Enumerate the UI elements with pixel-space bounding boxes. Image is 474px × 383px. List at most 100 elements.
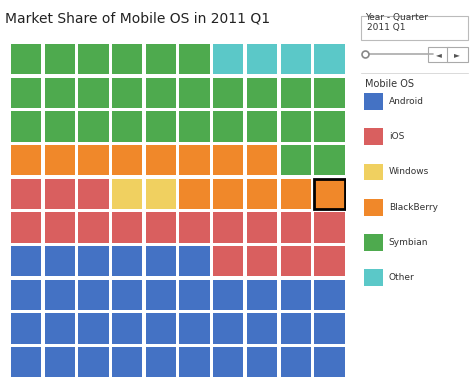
FancyBboxPatch shape [112, 347, 142, 378]
FancyBboxPatch shape [364, 234, 383, 251]
FancyBboxPatch shape [78, 246, 109, 277]
FancyBboxPatch shape [247, 246, 277, 277]
FancyBboxPatch shape [364, 199, 383, 216]
FancyBboxPatch shape [180, 246, 210, 277]
Text: 2011 Q1: 2011 Q1 [367, 23, 406, 32]
FancyBboxPatch shape [78, 212, 109, 243]
FancyBboxPatch shape [281, 246, 311, 277]
FancyBboxPatch shape [213, 44, 244, 74]
FancyBboxPatch shape [213, 313, 244, 344]
FancyBboxPatch shape [146, 280, 176, 310]
FancyBboxPatch shape [247, 347, 277, 378]
FancyBboxPatch shape [112, 145, 142, 175]
FancyBboxPatch shape [364, 128, 383, 145]
FancyBboxPatch shape [11, 212, 41, 243]
Text: Symbian: Symbian [389, 238, 428, 247]
FancyBboxPatch shape [112, 111, 142, 142]
FancyBboxPatch shape [314, 280, 345, 310]
FancyBboxPatch shape [146, 212, 176, 243]
FancyBboxPatch shape [364, 164, 383, 180]
FancyBboxPatch shape [45, 280, 75, 310]
FancyBboxPatch shape [112, 246, 142, 277]
FancyBboxPatch shape [281, 178, 311, 209]
FancyBboxPatch shape [146, 313, 176, 344]
FancyBboxPatch shape [247, 313, 277, 344]
FancyBboxPatch shape [180, 280, 210, 310]
FancyBboxPatch shape [11, 111, 41, 142]
FancyBboxPatch shape [314, 313, 345, 344]
FancyBboxPatch shape [314, 44, 345, 74]
FancyBboxPatch shape [361, 16, 468, 40]
Text: Android: Android [389, 97, 424, 106]
FancyBboxPatch shape [281, 111, 311, 142]
FancyBboxPatch shape [213, 145, 244, 175]
FancyBboxPatch shape [11, 145, 41, 175]
FancyBboxPatch shape [45, 111, 75, 142]
FancyBboxPatch shape [45, 313, 75, 344]
FancyBboxPatch shape [314, 178, 345, 209]
FancyBboxPatch shape [314, 347, 345, 378]
FancyBboxPatch shape [11, 44, 41, 74]
FancyBboxPatch shape [247, 77, 277, 108]
FancyBboxPatch shape [112, 178, 142, 209]
FancyBboxPatch shape [112, 313, 142, 344]
Text: ◄: ◄ [436, 50, 441, 59]
FancyBboxPatch shape [180, 347, 210, 378]
FancyBboxPatch shape [364, 93, 383, 110]
FancyBboxPatch shape [180, 145, 210, 175]
Text: Windows: Windows [389, 167, 429, 177]
FancyBboxPatch shape [180, 44, 210, 74]
Text: iOS: iOS [389, 132, 404, 141]
Text: Market Share of Mobile OS in 2011 Q1: Market Share of Mobile OS in 2011 Q1 [5, 11, 270, 26]
FancyBboxPatch shape [11, 77, 41, 108]
FancyBboxPatch shape [281, 280, 311, 310]
FancyBboxPatch shape [45, 77, 75, 108]
FancyBboxPatch shape [281, 212, 311, 243]
FancyBboxPatch shape [213, 280, 244, 310]
FancyBboxPatch shape [78, 111, 109, 142]
FancyBboxPatch shape [281, 77, 311, 108]
FancyBboxPatch shape [180, 111, 210, 142]
FancyBboxPatch shape [11, 246, 41, 277]
FancyBboxPatch shape [45, 246, 75, 277]
FancyBboxPatch shape [112, 280, 142, 310]
FancyBboxPatch shape [11, 280, 41, 310]
FancyBboxPatch shape [146, 77, 176, 108]
FancyBboxPatch shape [45, 178, 75, 209]
FancyBboxPatch shape [146, 178, 176, 209]
FancyBboxPatch shape [247, 111, 277, 142]
FancyBboxPatch shape [146, 111, 176, 142]
Text: Year - Quarter: Year - Quarter [365, 13, 428, 22]
FancyBboxPatch shape [314, 145, 345, 175]
FancyBboxPatch shape [281, 44, 311, 74]
FancyBboxPatch shape [11, 178, 41, 209]
FancyBboxPatch shape [213, 347, 244, 378]
FancyBboxPatch shape [213, 212, 244, 243]
Text: Mobile OS: Mobile OS [365, 79, 414, 88]
FancyBboxPatch shape [314, 246, 345, 277]
FancyBboxPatch shape [213, 77, 244, 108]
FancyBboxPatch shape [146, 145, 176, 175]
FancyBboxPatch shape [45, 347, 75, 378]
FancyBboxPatch shape [146, 246, 176, 277]
FancyBboxPatch shape [247, 178, 277, 209]
FancyBboxPatch shape [247, 44, 277, 74]
FancyBboxPatch shape [314, 77, 345, 108]
FancyBboxPatch shape [78, 145, 109, 175]
FancyBboxPatch shape [146, 347, 176, 378]
FancyBboxPatch shape [247, 280, 277, 310]
FancyBboxPatch shape [180, 313, 210, 344]
Text: Other: Other [389, 273, 414, 282]
FancyBboxPatch shape [428, 47, 449, 62]
FancyBboxPatch shape [180, 178, 210, 209]
FancyBboxPatch shape [247, 212, 277, 243]
FancyBboxPatch shape [112, 44, 142, 74]
FancyBboxPatch shape [45, 44, 75, 74]
FancyBboxPatch shape [146, 44, 176, 74]
Text: ►: ► [455, 50, 460, 59]
FancyBboxPatch shape [45, 145, 75, 175]
FancyBboxPatch shape [213, 111, 244, 142]
FancyBboxPatch shape [180, 212, 210, 243]
FancyBboxPatch shape [213, 178, 244, 209]
FancyBboxPatch shape [447, 47, 468, 62]
